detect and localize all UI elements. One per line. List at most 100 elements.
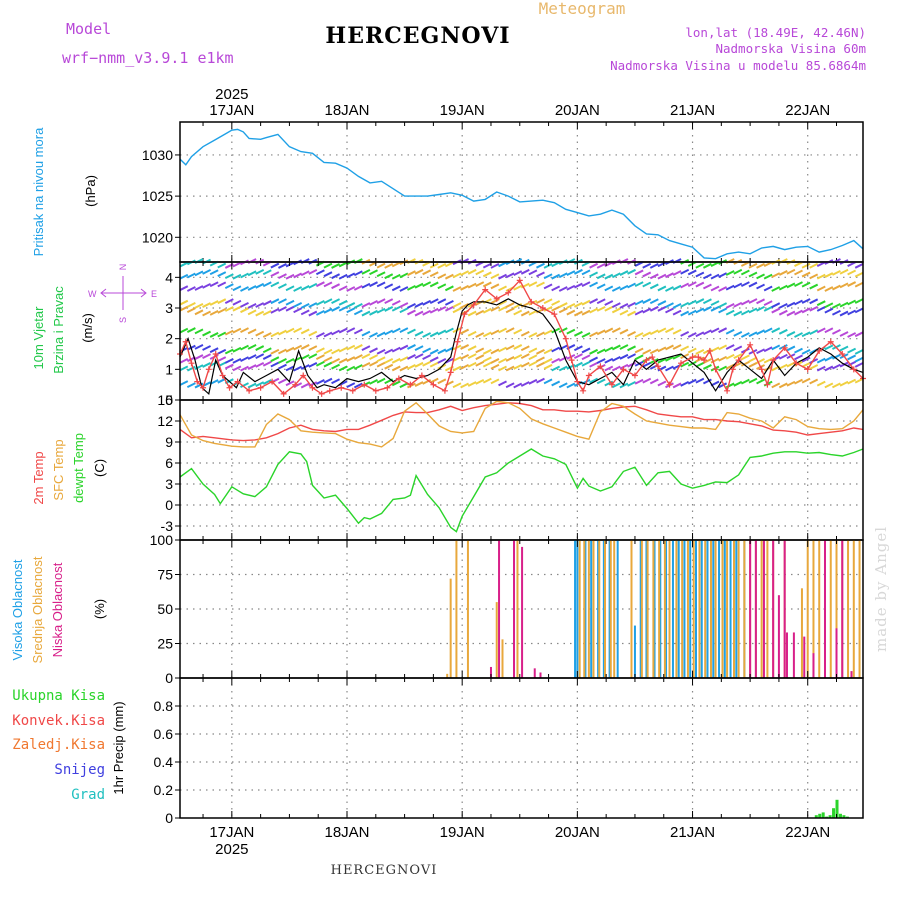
- wind-arrow: [816, 285, 826, 292]
- gust-marker: [234, 378, 241, 385]
- gust-marker: [758, 366, 765, 373]
- wind-arrow: [725, 382, 735, 389]
- wind-arrow: [414, 302, 424, 308]
- wind-arrow: [634, 378, 644, 385]
- wind-arrow: [437, 273, 447, 280]
- wind-arrow: [627, 310, 636, 317]
- wind-arrow: [801, 377, 811, 384]
- wind-arrow: [657, 300, 667, 306]
- wind-arrow: [202, 302, 212, 308]
- low-bar: [823, 540, 826, 678]
- wind-arrow: [331, 273, 341, 280]
- gust-marker: [551, 311, 558, 318]
- gust-marker: [493, 295, 500, 302]
- wind-arrow: [232, 327, 242, 334]
- wind-arrow: [718, 302, 728, 309]
- wind-arrow: [391, 273, 401, 280]
- wind-arrow: [338, 305, 348, 312]
- model-label: Model: [66, 20, 111, 38]
- wind-arrow: [687, 269, 697, 276]
- wind-arrow: [323, 377, 333, 384]
- x-year-label: 2025: [215, 86, 248, 103]
- wind-arrow: [604, 285, 614, 292]
- wind-arrow: [247, 344, 257, 350]
- mid-bar: [630, 540, 633, 678]
- wind-arrow: [202, 282, 212, 289]
- wind-arrow: [687, 299, 697, 306]
- x-tick-label: 22JAN: [785, 824, 830, 841]
- wind-arrow: [194, 364, 204, 370]
- wind-arrow: [756, 378, 765, 385]
- mid-bar: [714, 540, 717, 678]
- wind-arrow: [718, 365, 728, 372]
- wind-arrow: [627, 345, 636, 352]
- wind-arrow: [786, 310, 796, 317]
- wind-arrow: [854, 356, 864, 363]
- wind-arrow: [687, 360, 697, 367]
- wind-arrow: [308, 330, 318, 337]
- page-subtitle: Meteogram: [539, 0, 626, 18]
- wind-arrow: [551, 273, 561, 280]
- wind-arrow: [687, 378, 697, 385]
- low-bar: [850, 671, 853, 678]
- wind-arrow: [649, 329, 659, 336]
- wind-arrow: [672, 353, 682, 360]
- wind-arrow: [596, 262, 606, 269]
- model-elevation-label: Nadmorska Visina u modelu 85.6864m: [610, 58, 866, 73]
- total-bar: [821, 812, 825, 818]
- wind-arrow: [429, 298, 439, 305]
- wind-arrow: [756, 298, 765, 305]
- temp-unit: (C): [92, 459, 107, 477]
- gust-marker: [441, 387, 448, 394]
- wind-arrow: [536, 348, 545, 355]
- gust-marker: [528, 298, 535, 305]
- gust-marker: [407, 381, 414, 388]
- wind-arrow: [536, 331, 545, 338]
- wind-arrow: [619, 309, 629, 316]
- wind-arrow: [391, 380, 401, 387]
- wind-arrow: [293, 302, 303, 308]
- wind-arrow: [672, 302, 682, 309]
- wind-arrow: [179, 299, 189, 306]
- low-bar: [762, 540, 765, 678]
- wind-arrow: [490, 273, 500, 280]
- wind-arrow: [346, 272, 356, 279]
- wind-arrow: [824, 382, 834, 389]
- wind-arrow: [763, 327, 773, 334]
- wind-arrow: [816, 357, 826, 364]
- y-tick-label: 2: [165, 331, 173, 347]
- gust-marker: [620, 366, 627, 373]
- watermark: made by Angel: [872, 526, 890, 652]
- wind-arrow: [801, 271, 811, 278]
- wind-arrow: [733, 301, 743, 308]
- wind-arrow: [490, 329, 500, 336]
- gust-marker: [516, 277, 523, 284]
- wind-arrow: [733, 310, 743, 317]
- wind-arrow: [437, 358, 447, 364]
- wind-arrow: [467, 330, 477, 337]
- wind-arrow: [278, 348, 287, 355]
- wind-arrow: [596, 358, 606, 364]
- gust-marker: [338, 384, 345, 391]
- wind-arrow: [331, 357, 341, 364]
- gust-marker: [300, 372, 307, 379]
- wind-arrow: [467, 361, 477, 368]
- wind-arrow: [369, 354, 378, 361]
- wind-arrow: [642, 281, 652, 288]
- wind-arrow: [323, 361, 333, 368]
- wind-arrow: [847, 360, 857, 367]
- wind-arrow: [513, 284, 523, 291]
- wind-arrow: [498, 261, 507, 268]
- wind-arrow: [240, 307, 249, 314]
- wind-arrow: [543, 283, 553, 290]
- wind-arrow: [756, 329, 765, 336]
- wind-arrow: [391, 299, 401, 306]
- wind-arrow: [778, 353, 788, 360]
- wind-arrow: [217, 298, 227, 305]
- wind-arrow: [558, 286, 568, 292]
- wind-arrow: [384, 283, 394, 290]
- wind-arrow: [384, 273, 394, 280]
- wind-arrow: [611, 302, 621, 309]
- wind-arrow: [194, 270, 204, 277]
- wind-arrow: [186, 365, 196, 372]
